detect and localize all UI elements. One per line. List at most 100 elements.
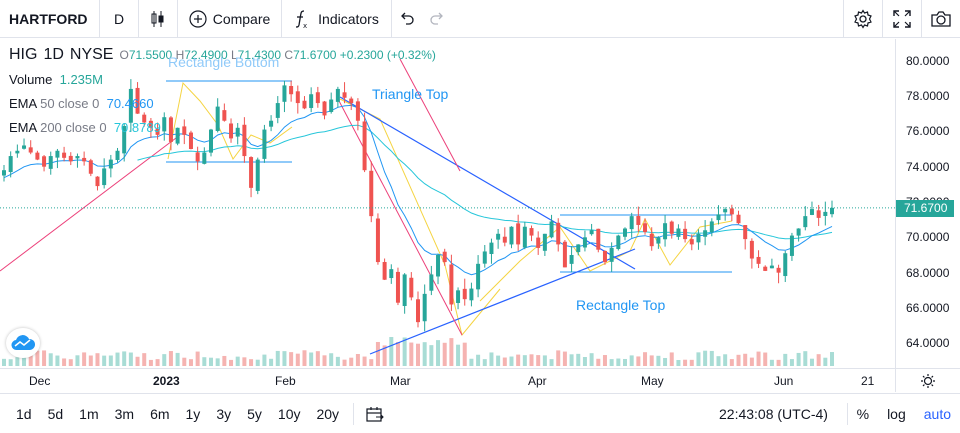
volume-bar [723, 354, 728, 366]
undo-icon[interactable] [399, 12, 415, 26]
volume-bar [82, 352, 87, 366]
fullscreen-button[interactable] [882, 0, 921, 38]
candle-body [769, 265, 774, 269]
volume-bar [42, 350, 47, 366]
label-triangle-top[interactable]: Triangle Top [372, 86, 449, 102]
volume-bar [289, 352, 294, 366]
volume-bar [729, 359, 734, 366]
ema200-line [137, 124, 833, 240]
volume-bar [349, 357, 354, 366]
volume-bar [816, 354, 821, 366]
volume-bar [562, 351, 567, 366]
legend-symbol[interactable]: HIG [9, 46, 38, 63]
time-tick: Jun [774, 374, 794, 388]
candle-body [663, 223, 668, 240]
indicators-button[interactable]: x Indicators [282, 0, 392, 38]
redo-icon[interactable] [429, 12, 445, 26]
toolbar-right-group [843, 0, 960, 38]
volume-bar [2, 358, 6, 366]
candle-body [242, 124, 247, 157]
candle-body [362, 121, 367, 171]
range-1y[interactable]: 1y [185, 405, 201, 422]
price-axis[interactable]: 80.000078.000076.000074.000072.000070.00… [895, 39, 960, 368]
candle-body [596, 228, 601, 250]
candle-body [576, 244, 581, 253]
indicator-ema50[interactable]: EMA 50 close 0 70.4660 [9, 96, 154, 111]
volume-bar [462, 342, 467, 366]
volume-bar [683, 359, 688, 366]
compare-label: Compare [212, 10, 271, 27]
clock[interactable]: 22:43:08 (UTC-4) [719, 406, 828, 422]
volume-bar [108, 355, 113, 366]
candle-body [55, 150, 60, 158]
percent-scale-toggle[interactable]: % [856, 406, 870, 422]
candle-body [709, 221, 714, 233]
volume-bar [35, 350, 40, 366]
interval-button[interactable]: D [100, 0, 139, 38]
candle-body [629, 216, 634, 230]
volume-bar [342, 359, 347, 366]
candle-body [509, 226, 514, 245]
candle-body [335, 88, 340, 102]
candle-body [215, 106, 220, 132]
volume-bar [409, 342, 414, 366]
range-3y[interactable]: 3y [216, 405, 232, 422]
candle-body [803, 216, 808, 228]
indicator-volume[interactable]: Volume 1.235M [9, 72, 103, 87]
price-tick: 78.0000 [906, 89, 950, 103]
volume-bar [422, 342, 427, 366]
time-tick: May [641, 374, 664, 388]
volume-bars [2, 336, 834, 366]
range-3m[interactable]: 3m [114, 405, 135, 422]
candle-body [35, 152, 40, 160]
time-axis[interactable]: Dec 2023 Feb Mar Apr May Jun 21 [0, 368, 895, 392]
calendar-goto-icon[interactable] [366, 406, 384, 422]
chart-pane[interactable] [0, 39, 895, 368]
candle-body [582, 237, 587, 248]
volume-bar [122, 351, 127, 366]
range-5d[interactable]: 5d [47, 405, 64, 422]
price-tick: 76.0000 [906, 124, 950, 139]
compare-button[interactable]: Compare [178, 0, 282, 38]
volume-bar [456, 344, 461, 366]
range-1m[interactable]: 1m [79, 405, 99, 422]
candle-body [736, 214, 741, 224]
volume-bar [549, 359, 554, 366]
auto-scale-toggle[interactable]: auto [923, 406, 951, 422]
candle-body [656, 237, 661, 244]
volume-bar [676, 359, 681, 366]
volume-bar [536, 355, 541, 366]
time-tick: Feb [275, 374, 296, 388]
candle-body [482, 251, 487, 264]
price-chart[interactable] [0, 39, 895, 368]
candle-body [68, 155, 73, 162]
label-rect-bottom[interactable]: Rectangle Bottom [168, 54, 280, 70]
volume-bar [382, 345, 387, 366]
chart-style-button[interactable] [139, 0, 178, 38]
range-1d[interactable]: 1d [16, 405, 32, 422]
candle-body [395, 271, 400, 303]
range-6m[interactable]: 6m [150, 405, 170, 422]
label-rect-top[interactable]: Rectangle Top [576, 297, 666, 313]
indicator-ema200[interactable]: EMA 200 close 0 70.8789 [9, 120, 161, 135]
candle-body [295, 91, 300, 104]
volume-bar [329, 353, 334, 366]
candle-body [602, 250, 607, 263]
candle-body [516, 223, 521, 245]
range-20y[interactable]: 20y [316, 405, 340, 422]
volume-bar [436, 340, 441, 366]
snapshot-button[interactable] [921, 0, 960, 38]
range-5y[interactable]: 5y [247, 405, 262, 422]
tradingview-logo[interactable] [6, 328, 40, 358]
volume-bar [669, 352, 674, 366]
volume-bar [175, 352, 180, 366]
settings-button[interactable] [843, 0, 882, 38]
candle-body [28, 147, 33, 153]
axis-settings-button[interactable] [895, 368, 960, 392]
symbol-search-button[interactable]: HARTFORD [0, 0, 100, 38]
range-10y[interactable]: 10y [277, 405, 301, 422]
volume-bar [429, 345, 434, 366]
candle-body [789, 235, 794, 256]
volume-bar [643, 352, 648, 366]
log-scale-toggle[interactable]: log [887, 406, 906, 422]
